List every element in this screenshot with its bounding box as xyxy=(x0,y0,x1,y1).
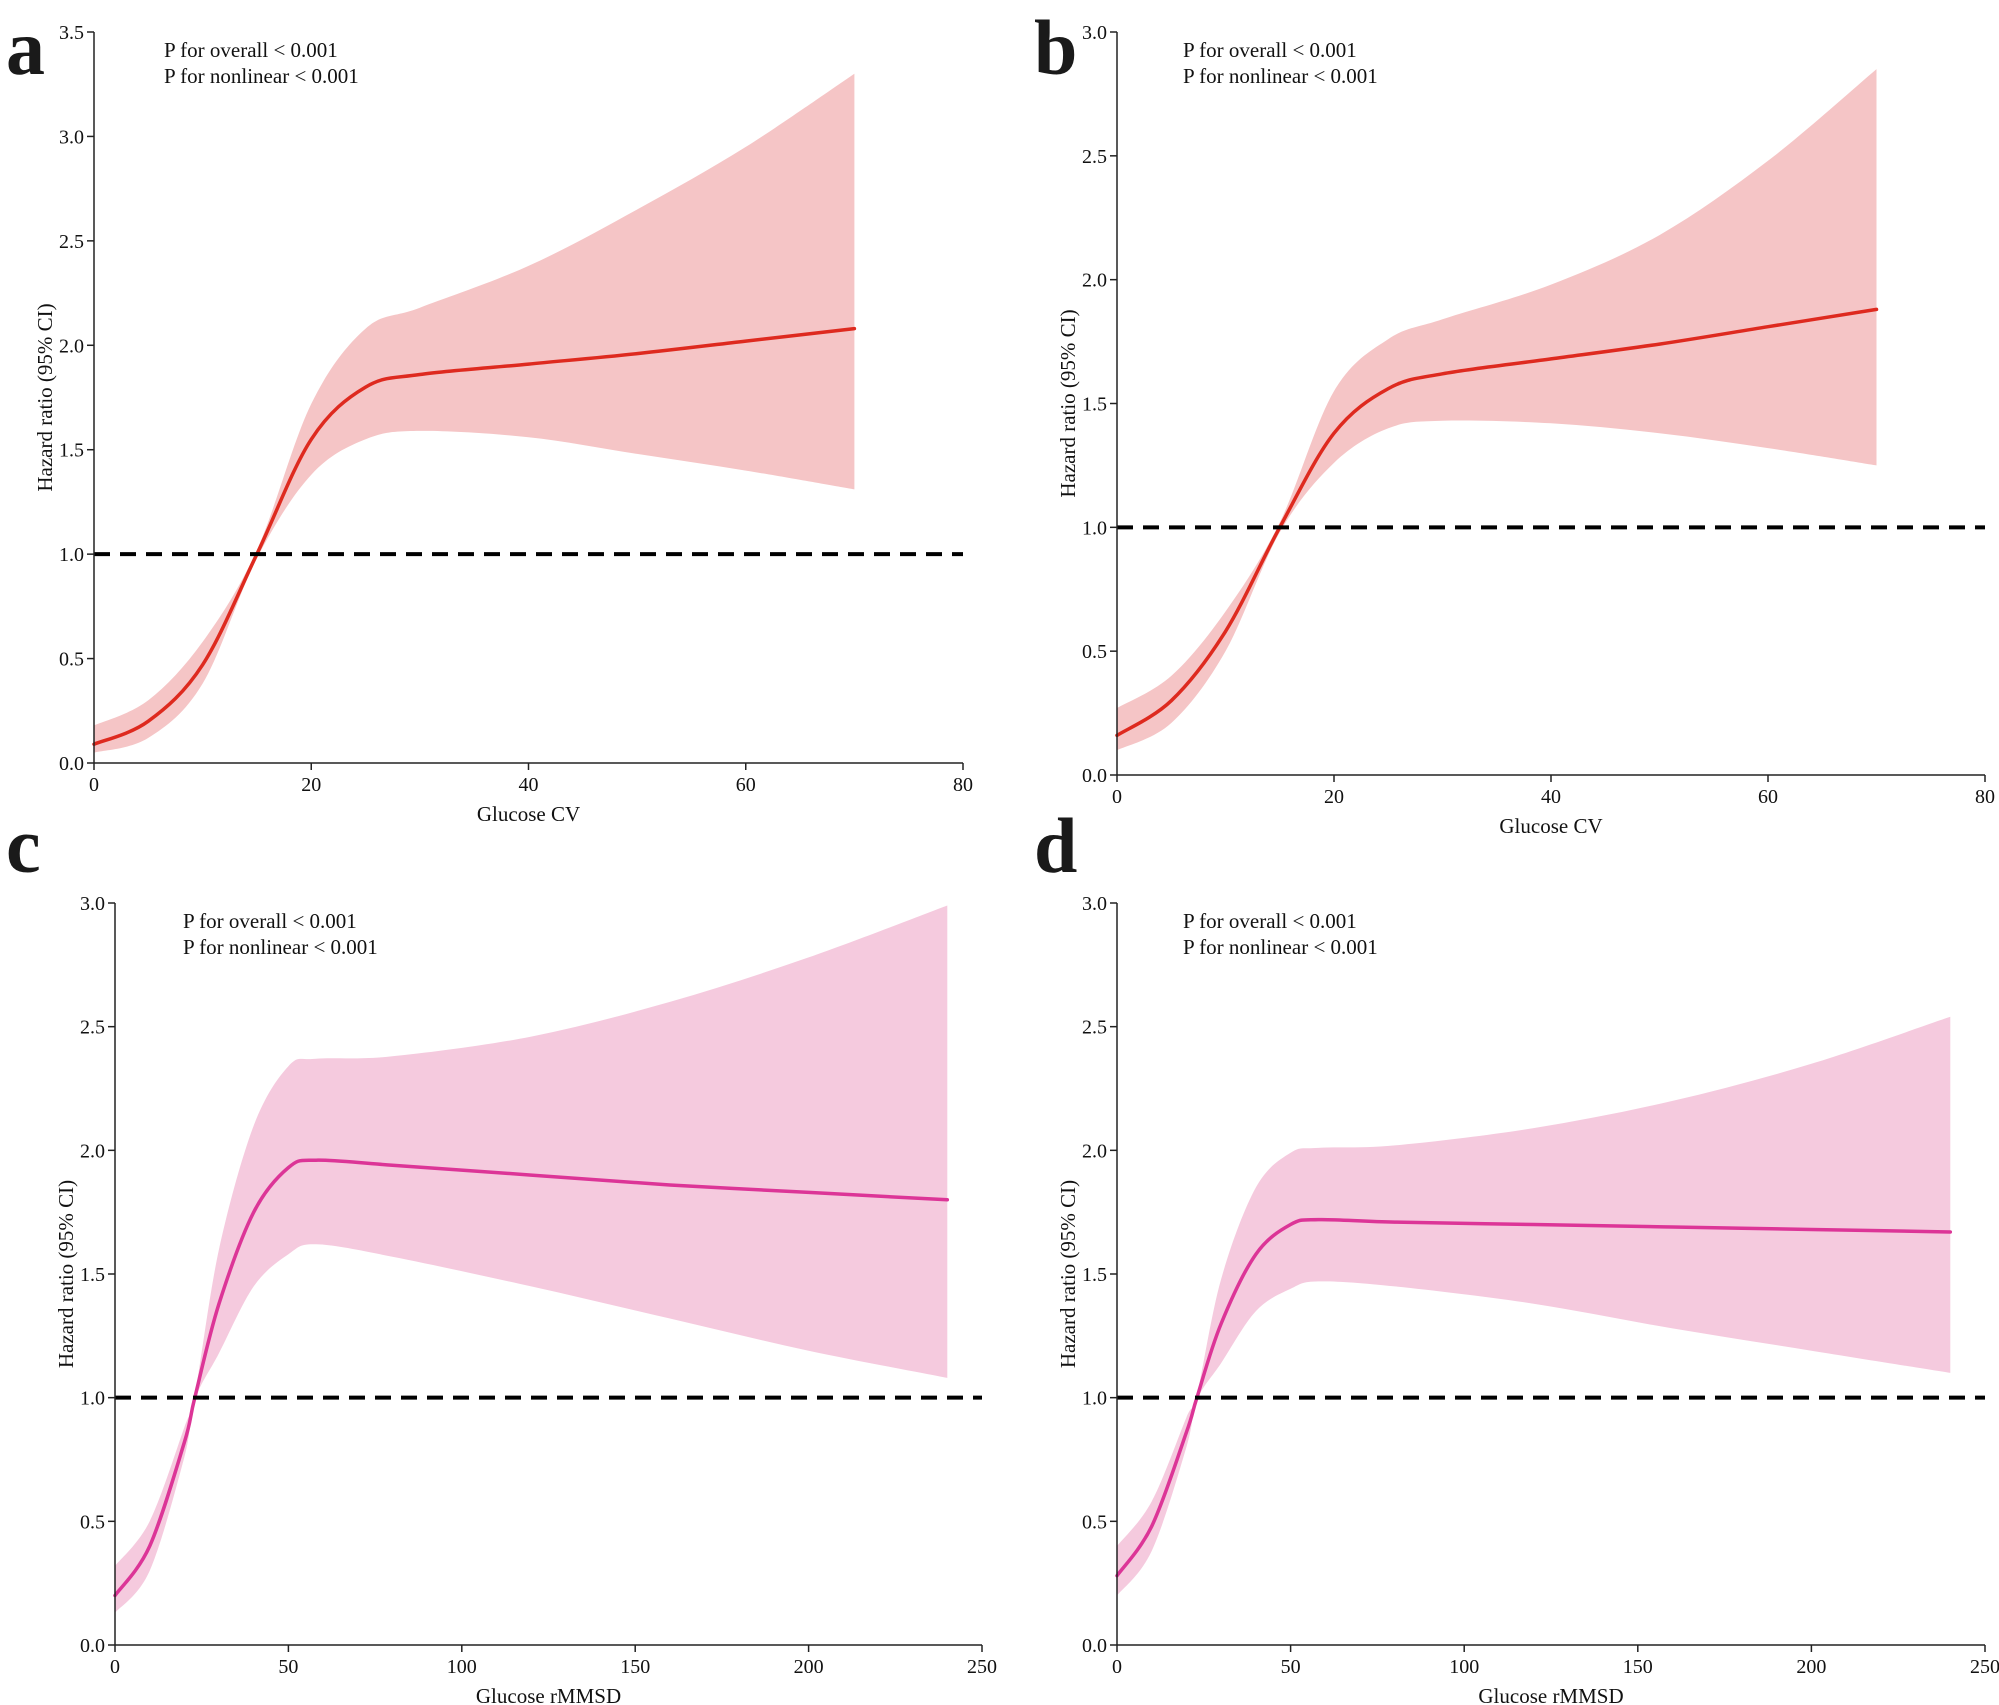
x-tick-label: 200 xyxy=(794,1656,824,1678)
y-tick-label: 2.0 xyxy=(1082,1140,1107,1162)
confidence-band xyxy=(94,73,855,753)
panel-c: c 0 50 100 150 200 250 0.00.51.01.52.02.53.0 … xyxy=(6,802,997,1705)
x-axis-label: Glucose CV xyxy=(477,802,580,826)
hazard-ratio-line xyxy=(1115,307,1879,738)
annotation-nonlinear: P for nonlinear < 0.001 xyxy=(1183,935,1378,959)
annotation-nonlinear: P for nonlinear < 0.001 xyxy=(1183,64,1378,88)
x-tick-label: 20 xyxy=(1324,786,1344,808)
x-axis-label: Glucose rMMSD xyxy=(476,1684,621,1705)
panel-letter: c xyxy=(6,802,41,889)
x-tick-label: 150 xyxy=(620,1656,650,1678)
x-tick-label: 150 xyxy=(1623,1656,1653,1678)
y-tick-label: 3.0 xyxy=(1082,22,1107,44)
x-tick-label: 60 xyxy=(1758,786,1778,808)
x-tick-label: 60 xyxy=(736,774,756,796)
y-tick-label: 1.0 xyxy=(80,1388,105,1410)
x-tick-label: 100 xyxy=(1449,1656,1479,1678)
hazard-ratio-line xyxy=(1115,1217,1953,1578)
panel-a: a 0 20 40 60 80 0.0 0.5 1.0 1.5 2.0 2.5 3.0 3.5 Glu… xyxy=(6,4,973,826)
x-tick-label: 250 xyxy=(967,1656,997,1678)
y-tick-label: 3.0 xyxy=(80,893,105,915)
y-tick-label: 2.5 xyxy=(80,1017,105,1039)
annotation-overall: P for overall < 0.001 xyxy=(1183,909,1357,933)
x-axis-label: Glucose CV xyxy=(1499,814,1602,838)
y-tick-label: 0.0 xyxy=(1082,1635,1107,1657)
y-tick-label: 0.5 xyxy=(59,649,84,671)
y-tick-label: 3.5 xyxy=(59,22,84,44)
y-tick-label: 3.0 xyxy=(59,126,84,148)
y-axis-label: Hazard ratio (95% CI) xyxy=(54,1180,78,1368)
x-tick-label: 80 xyxy=(953,774,973,796)
y-tick-label: 1.0 xyxy=(59,544,84,566)
x-tick-label: 0 xyxy=(89,774,99,796)
y-tick-label: 1.5 xyxy=(80,1264,105,1286)
x-tick-label: 0 xyxy=(1112,1656,1122,1678)
confidence-band xyxy=(115,905,948,1613)
hazard-ratio-line xyxy=(113,1158,950,1598)
panel-d: d 0 50 100 150 200 250 0.00.51.01.52.02.53.0 … xyxy=(1034,802,1999,1705)
y-tick-label: 0.0 xyxy=(59,753,84,775)
panel-letter: d xyxy=(1034,802,1077,889)
x-tick-label: 0 xyxy=(110,1656,120,1678)
x-axis-label: Glucose rMMSD xyxy=(1478,1684,1623,1705)
y-tick-label: 0.5 xyxy=(80,1511,105,1533)
annotation-nonlinear: P for nonlinear < 0.001 xyxy=(164,64,359,88)
x-tick-label: 50 xyxy=(278,1656,298,1678)
y-tick-label: 1.0 xyxy=(1082,1388,1107,1410)
confidence-band xyxy=(1117,69,1877,751)
annotation-overall: P for overall < 0.001 xyxy=(164,38,338,62)
x-tick-label: 100 xyxy=(447,1656,477,1678)
annotation-nonlinear: P for nonlinear < 0.001 xyxy=(183,935,378,959)
x-tick-label: 40 xyxy=(1541,786,1561,808)
y-axis-label: Hazard ratio (95% CI) xyxy=(1056,309,1080,497)
y-tick-label: 1.5 xyxy=(1082,1264,1107,1286)
y-axis-label: Hazard ratio (95% CI) xyxy=(1056,1180,1080,1368)
y-tick-label: 1.0 xyxy=(1082,517,1107,539)
x-tick-label: 0 xyxy=(1112,786,1122,808)
x-tick-label: 200 xyxy=(1796,1656,1826,1678)
y-tick-label: 0.5 xyxy=(1082,641,1107,663)
y-tick-label: 0.0 xyxy=(80,1635,105,1657)
panel-letter: a xyxy=(6,4,45,91)
y-tick-label: 2.0 xyxy=(80,1140,105,1162)
y-axis-label: Hazard ratio (95% CI) xyxy=(33,303,57,491)
y-tick-label: 2.5 xyxy=(59,231,84,253)
y-tick-label: 3.0 xyxy=(1082,893,1107,915)
y-tick-label: 2.5 xyxy=(1082,1017,1107,1039)
x-tick-label: 20 xyxy=(301,774,321,796)
y-tick-label: 1.5 xyxy=(1082,394,1107,416)
hazard-ratio-line xyxy=(92,326,857,746)
annotation-overall: P for overall < 0.001 xyxy=(1183,38,1357,62)
annotation-overall: P for overall < 0.001 xyxy=(183,909,357,933)
x-tick-label: 40 xyxy=(519,774,539,796)
y-tick-label: 2.0 xyxy=(1082,270,1107,292)
y-tick-label: 2.5 xyxy=(1082,146,1107,168)
x-tick-label: 80 xyxy=(1975,786,1995,808)
y-tick-label: 2.0 xyxy=(59,335,84,357)
x-tick-label: 250 xyxy=(1970,1656,1999,1678)
y-tick-label: 0.0 xyxy=(1082,765,1107,787)
x-tick-label: 50 xyxy=(1281,1656,1301,1678)
confidence-band xyxy=(1117,1016,1951,1596)
y-tick-label: 1.5 xyxy=(59,440,84,462)
panel-b: b 0 20 40 60 80 0.0 0.5 1.0 1.5 2.0 2.5 3.0 Glucos… xyxy=(1034,4,1995,838)
panel-letter: b xyxy=(1034,4,1077,91)
y-tick-label: 0.5 xyxy=(1082,1511,1107,1533)
